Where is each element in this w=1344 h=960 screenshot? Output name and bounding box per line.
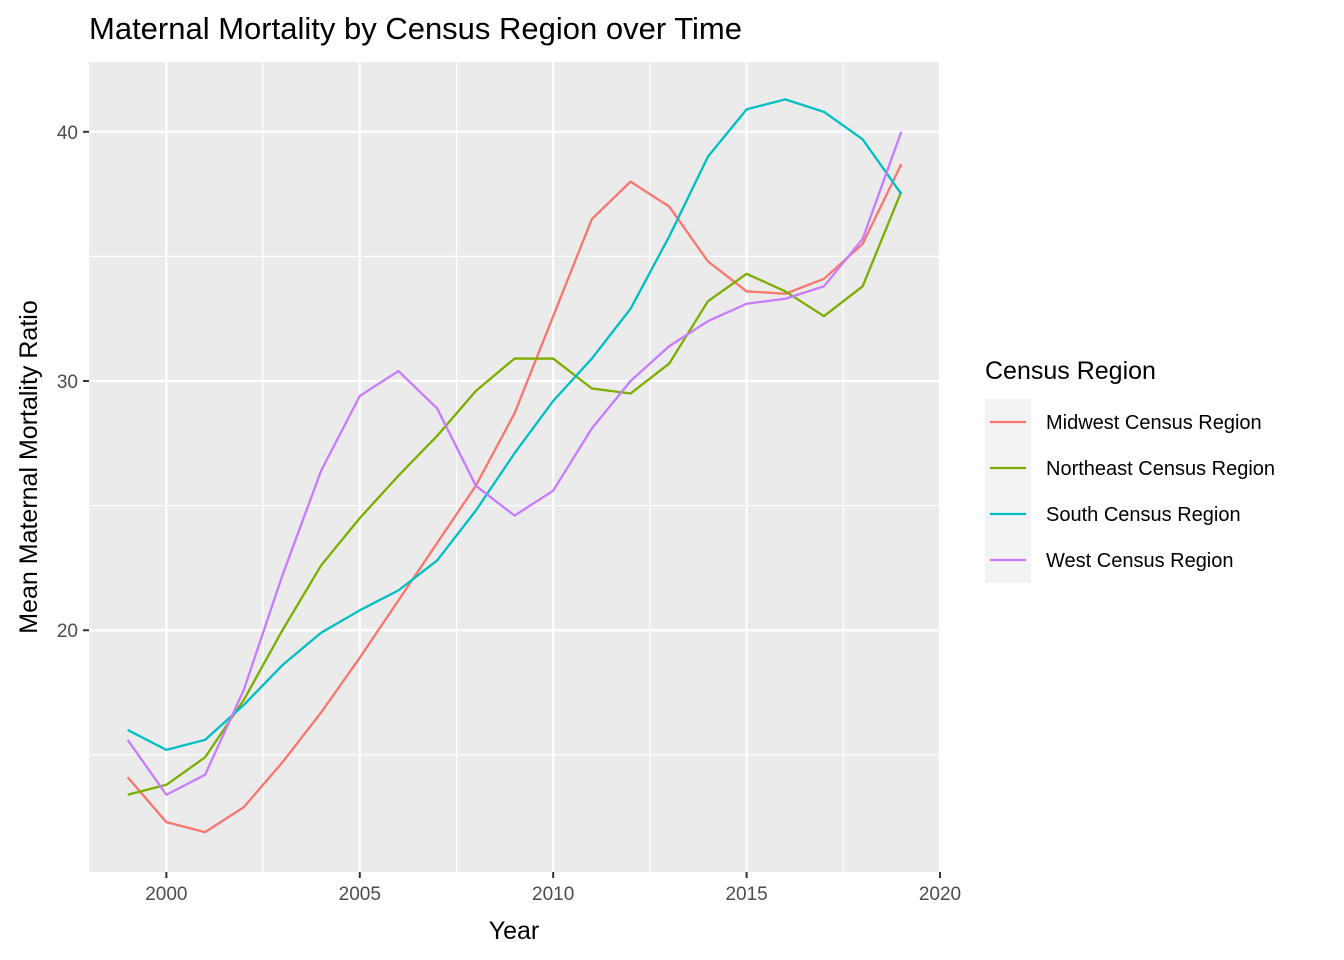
y-axis: 20 30 40 [57,123,89,642]
legend-label: West Census Region [1046,550,1234,572]
x-tick-label: 2000 [145,884,187,905]
series-line-south-census-region [127,98,903,752]
minor-gridlines [89,62,940,872]
series-line-northeast-census-region [127,191,903,796]
legend: Census Region Midwest Census Region North… [985,357,1275,583]
y-axis-title: Mean Maternal Mortality Ratio [15,300,43,633]
y-tick-label: 30 [57,372,78,393]
legend-label: Midwest Census Region [1046,412,1262,434]
x-tick-label: 2010 [532,884,574,905]
plot-panel [89,62,940,872]
legend-title: Census Region [985,357,1156,385]
series-line-midwest-census-region [126,163,903,834]
y-tick-label: 20 [57,621,78,642]
legend-key-background [985,399,1031,583]
chart-title: Maternal Mortality by Census Region over… [89,11,742,46]
legend-label: South Census Region [1046,504,1241,526]
major-gridlines [89,62,942,872]
x-tick-label: 2005 [339,884,381,905]
y-tick-label: 40 [57,123,78,144]
series-lines [126,98,903,834]
x-axis-title: Year [489,917,540,945]
x-tick-label: 2020 [919,884,961,905]
x-axis: 2000 2005 2010 2015 2020 [145,872,961,905]
series-line-west-census-region [126,131,903,796]
legend-label: Northeast Census Region [1046,458,1275,480]
x-tick-label: 2015 [725,884,767,905]
